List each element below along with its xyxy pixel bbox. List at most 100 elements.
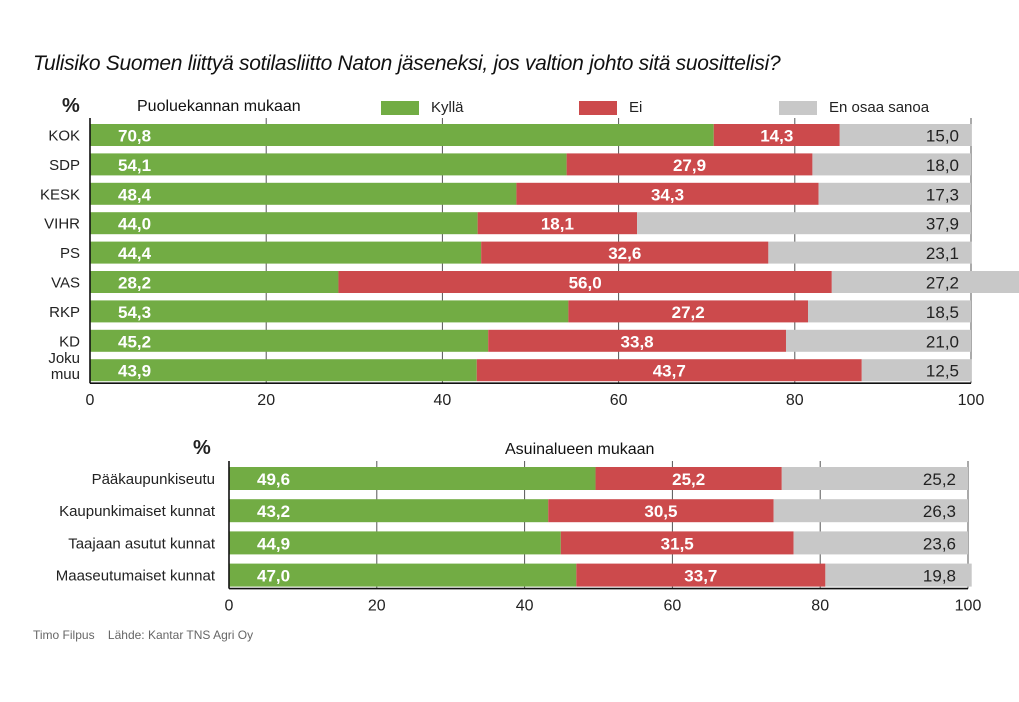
chart1-x-tick-label-100: 100: [958, 392, 985, 409]
chart2-value-label-taajaan-asutut-kunnat-ei: 31,5: [661, 534, 694, 553]
chart1-value-label-kok-ei: 14,3: [760, 127, 793, 146]
legend-item-ei: Ei: [579, 99, 642, 116]
chart1-value-label-kesk-ei: 34,3: [651, 185, 684, 204]
chart1-bar-vas-en-osaa-sanoa: [831, 271, 1019, 293]
chart1-bar-kesk-ei: [516, 182, 819, 205]
chart2-bar-maaseutumaiset-kunnat-kylla: [229, 563, 577, 587]
chart2-value-label-taajaan-asutut-kunnat-kylla: 44,9: [257, 534, 290, 553]
legend-label-kylla: Kyllä: [431, 99, 464, 116]
chart1-category-label-kok: KOK: [48, 128, 80, 145]
chart2-x-tick-label-0: 0: [225, 598, 234, 615]
chart2-subtitle: Asuinalueen mukaan: [505, 441, 655, 458]
chart2-bar-taajaan-asutut-kunnat-ei: [560, 531, 794, 555]
chart2-value-label-paakaupunkiseutu-en-osaa-sanoa: 25,2: [923, 470, 956, 489]
chart2-x-tick-label-80: 80: [811, 598, 829, 615]
chart1-value-label-rkp-en-osaa-sanoa: 18,5: [926, 303, 959, 322]
chart1-value-label-rkp-kylla: 54,3: [118, 303, 151, 322]
chart1-value-label-vihr-en-osaa-sanoa: 37,9: [926, 215, 959, 234]
chart1-value-label-rkp-ei: 27,2: [672, 303, 705, 322]
chart2-category-label-paakaupunkiseutu: Pääkaupunkiseutu: [92, 471, 215, 488]
chart1-value-label-ps-en-osaa-sanoa: 23,1: [926, 244, 959, 263]
chart2-bar-paakaupunkiseutu-ei: [595, 467, 782, 490]
chart2-value-label-maaseutumaiset-kunnat-kylla: 47,0: [257, 567, 290, 586]
chart1-value-label-vihr-kylla: 44,0: [118, 215, 151, 234]
chart1-bar-vihr-ei: [477, 212, 638, 235]
chart2-category-label-kaupunkimaiset-kunnat: Kaupunkimaiset kunnat: [59, 503, 216, 520]
chart1-bar-sdp-kylla: [90, 153, 567, 176]
chart1-category-label-vas: VAS: [51, 275, 80, 292]
chart1-category-label-joku-muu: Joku muu: [48, 350, 80, 383]
legend-label-ei: Ei: [629, 99, 643, 116]
chart2-category-label-maaseutumaiset-kunnat: Maaseutumaiset kunnat: [56, 568, 216, 585]
chart1-x-tick-label-20: 20: [257, 392, 275, 409]
chart1-x-tick-label-0: 0: [86, 392, 95, 409]
chart1-value-label-kd-kylla: 45,2: [118, 332, 151, 351]
chart1-value-label-sdp-kylla: 54,1: [118, 156, 151, 175]
chart1-value-label-kesk-en-osaa-sanoa: 17,3: [926, 185, 959, 204]
chart1-bar-ps-kylla: [90, 241, 482, 264]
chart2-x-tick-label-20: 20: [368, 598, 386, 615]
chart2-value-label-maaseutumaiset-kunnat-en-osaa-sanoa: 19,8: [923, 567, 956, 586]
chart2-value-label-taajaan-asutut-kunnat-en-osaa-sanoa: 23,6: [923, 534, 956, 553]
chart2-bar-kaupunkimaiset-kunnat-kylla: [229, 499, 549, 523]
chart1-value-label-kesk-kylla: 48,4: [118, 185, 152, 204]
footer: Timo Filpus Lähde: Kantar TNS Agri Oy: [33, 628, 263, 642]
chart1-subtitle: Puoluekannan mukaan: [137, 98, 301, 115]
chart2-value-label-kaupunkimaiset-kunnat-kylla: 43,2: [257, 502, 290, 521]
legend-swatch-ei: [579, 100, 617, 115]
chart1-value-label-vas-kylla: 28,2: [118, 274, 151, 293]
chart-title: Tulisiko Suomen liittyä sotilasliitto Na…: [33, 52, 781, 75]
chart1-bar-joku-muu-kylla: [90, 359, 477, 382]
chart1-bar-ps-en-osaa-sanoa: [768, 241, 972, 264]
chart1-value-label-sdp-en-osaa-sanoa: 18,0: [926, 156, 959, 175]
percent-unit-label-2: %: [193, 437, 211, 459]
chart1-x-tick-label-60: 60: [610, 392, 628, 409]
footer-author: Timo Filpus: [33, 628, 95, 642]
chart1-x-tick-label-80: 80: [786, 392, 804, 409]
legend-item-en-osaa-sanoa: En osaa sanoa: [779, 99, 929, 116]
chart2-value-label-paakaupunkiseutu-kylla: 49,6: [257, 470, 290, 489]
chart1-bar-kd-kylla: [90, 329, 489, 352]
chart1-bar-ps-ei: [481, 241, 769, 264]
chart1-category-label-rkp: RKP: [49, 304, 80, 321]
chart2-bar-taajaan-asutut-kunnat-en-osaa-sanoa: [793, 531, 968, 555]
chart1-bar-rkp-en-osaa-sanoa: [808, 300, 971, 323]
chart2-value-label-maaseutumaiset-kunnat-ei: 33,7: [684, 567, 717, 586]
chart2-bar-kaupunkimaiset-kunnat-en-osaa-sanoa: [773, 499, 968, 523]
chart1-bar-joku-muu-ei: [476, 359, 862, 382]
chart2-x-tick-label-40: 40: [516, 598, 534, 615]
chart1-value-label-joku-muu-kylla: 43,9: [118, 362, 151, 381]
chart2-bar-maaseutumaiset-kunnat-ei: [576, 563, 826, 587]
chart2-x-tick-label-100: 100: [955, 598, 982, 615]
legend-swatch-en-osaa-sanoa: [779, 100, 817, 115]
chart2-value-label-kaupunkimaiset-kunnat-en-osaa-sanoa: 26,3: [923, 502, 956, 521]
chart1-bar-kok-ei: [713, 124, 840, 146]
chart1-bar-vihr-en-osaa-sanoa: [637, 212, 971, 235]
legend-swatch-kylla: [381, 100, 419, 115]
chart1-bar-kd-ei: [488, 329, 786, 352]
chart1-value-label-kd-ei: 33,8: [621, 332, 654, 351]
chart2-bar-paakaupunkiseutu-en-osaa-sanoa: [781, 467, 968, 490]
chart1-value-label-kok-kylla: 70,8: [118, 127, 151, 146]
footer-source: Lähde: Kantar TNS Agri Oy: [107, 628, 254, 642]
chart1-value-label-ps-kylla: 44,4: [118, 244, 152, 263]
chart1-value-label-vas-ei: 56,0: [569, 274, 602, 293]
chart1-bar-vas-kylla: [90, 271, 339, 293]
chart1-value-label-sdp-ei: 27,9: [673, 156, 706, 175]
chart1-bar-rkp-ei: [568, 300, 809, 323]
chart1-value-label-vihr-ei: 18,1: [541, 215, 574, 234]
chart1-value-label-kok-en-osaa-sanoa: 15,0: [926, 127, 959, 146]
chart2-x-tick-label-60: 60: [664, 598, 682, 615]
percent-unit-label: %: [62, 95, 80, 117]
chart1-value-label-kd-en-osaa-sanoa: 21,0: [926, 332, 959, 351]
chart1-bar-vas-ei: [338, 271, 832, 293]
chart1-bar-kesk-kylla: [90, 182, 517, 205]
chart1-value-label-joku-muu-en-osaa-sanoa: 12,5: [926, 362, 959, 381]
legend-item-kylla: Kyllä: [381, 99, 464, 116]
chart1-bar-joku-muu-en-osaa-sanoa: [861, 359, 972, 382]
chart1-category-label-ps: PS: [60, 245, 80, 262]
legend-label-en-osaa-sanoa: En osaa sanoa: [829, 99, 930, 116]
chart1-value-label-vas-en-osaa-sanoa: 27,2: [926, 274, 959, 293]
chart1-bar-vihr-kylla: [90, 212, 478, 235]
